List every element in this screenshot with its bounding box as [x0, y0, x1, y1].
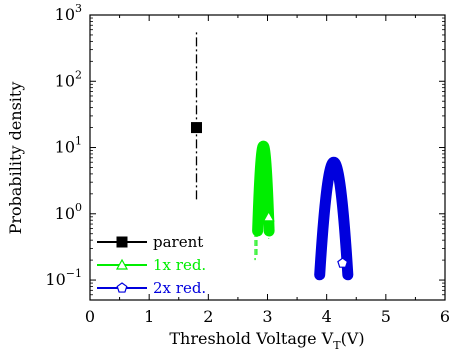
x-tick-label: 0 [85, 307, 95, 326]
x-tick-label: 6 [440, 307, 450, 326]
legend-label: parent [153, 233, 203, 251]
legend-label: 2x red. [153, 279, 206, 297]
legend-entry: 1x red. [97, 256, 206, 274]
y-tick-label: 103 [55, 2, 82, 24]
legend-marker [116, 236, 128, 248]
series-1x-red- [252, 140, 275, 261]
legend-entry: parent [97, 233, 203, 251]
data-point [262, 210, 275, 222]
series-2x-red- [314, 156, 354, 281]
y-tick-label: 102 [55, 68, 82, 90]
data-point [191, 122, 202, 134]
legend-marker [115, 258, 129, 270]
y-tick-label: 100 [55, 201, 82, 223]
x-tick-label: 1 [144, 307, 154, 326]
legend-layer: parent 1x red. 2x red. [97, 233, 206, 297]
series-parent [191, 31, 202, 200]
x-tick-label: 2 [203, 307, 213, 326]
legend-marker [116, 282, 128, 293]
x-tick-label: 5 [381, 307, 391, 326]
x-axis-title: Threshold Voltage VT(V) [169, 329, 364, 352]
y-tick-label: 101 [55, 135, 82, 157]
x-tick-label: 4 [322, 307, 332, 326]
y-tick-label: 10−1 [45, 267, 82, 289]
y-axis-title: Probability density [6, 82, 25, 235]
legend-entry: 2x red. [97, 279, 206, 297]
tick-layer: 0 1 2 3 4 5 6 10−1 100 101 102 103 [45, 2, 450, 326]
data-point [337, 257, 349, 268]
series-layer [191, 31, 354, 281]
series-line [314, 156, 354, 281]
legend-label: 1x red. [153, 256, 206, 274]
x-tick-label: 3 [262, 307, 272, 326]
series-line [252, 140, 275, 237]
